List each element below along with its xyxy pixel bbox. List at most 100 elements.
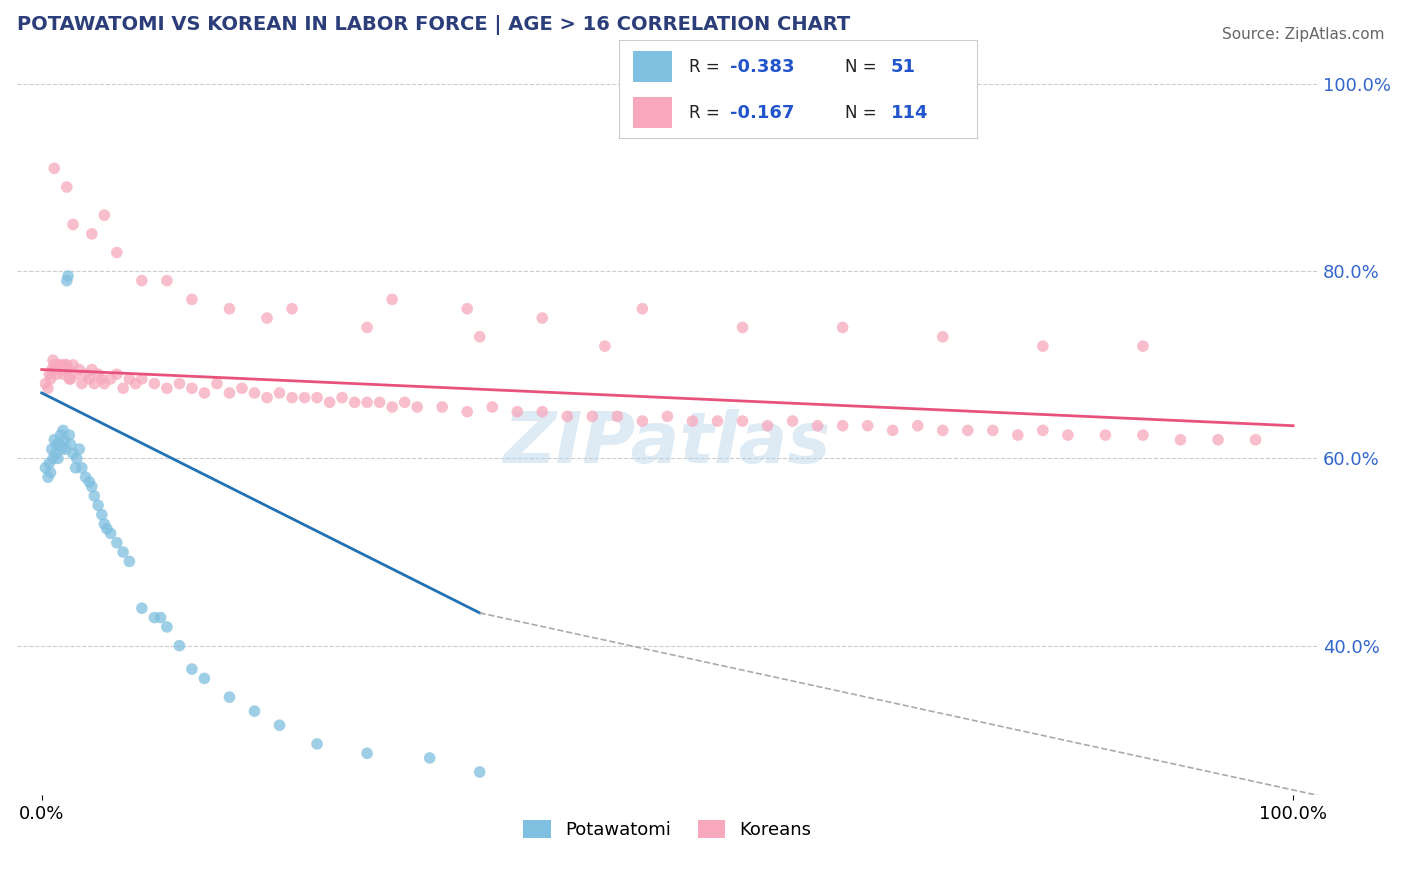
Point — [381, 293, 404, 307]
Bar — [633, 51, 672, 82]
Point — [468, 330, 491, 344]
Point — [80, 479, 103, 493]
Point — [79, 372, 101, 386]
Text: 114: 114 — [891, 103, 928, 121]
Point — [1206, 433, 1229, 447]
Point — [1170, 433, 1192, 447]
Point — [156, 381, 179, 395]
Point — [80, 227, 103, 241]
Point — [131, 274, 153, 288]
Point — [105, 535, 128, 549]
Point — [169, 639, 191, 653]
Point — [193, 672, 215, 686]
Point — [169, 376, 191, 391]
Point — [1057, 428, 1080, 442]
Point — [51, 442, 73, 456]
Point — [56, 180, 79, 194]
Point — [42, 353, 65, 368]
Point — [131, 372, 153, 386]
Point — [49, 428, 72, 442]
Point — [343, 395, 366, 409]
Point — [756, 418, 779, 433]
Point — [981, 424, 1004, 438]
Point — [1032, 424, 1054, 438]
Point — [1132, 339, 1154, 353]
Point — [45, 368, 67, 382]
Point — [53, 362, 76, 376]
Point — [243, 704, 266, 718]
Bar — [633, 97, 672, 128]
Legend: Potawatomi, Koreans: Potawatomi, Koreans — [516, 813, 818, 847]
Point — [631, 414, 654, 428]
Point — [731, 320, 754, 334]
Point — [706, 414, 728, 428]
Point — [682, 414, 704, 428]
Point — [356, 320, 378, 334]
Point — [79, 475, 101, 489]
Point — [87, 498, 110, 512]
Point — [506, 405, 529, 419]
Text: R =: R = — [689, 58, 724, 76]
Point — [46, 451, 69, 466]
Point — [606, 409, 628, 424]
Text: ZIPatlas: ZIPatlas — [503, 409, 831, 478]
Point — [53, 433, 76, 447]
Point — [218, 386, 240, 401]
Point — [593, 339, 616, 353]
Point — [56, 274, 79, 288]
Point — [58, 428, 80, 442]
Point — [96, 522, 118, 536]
Point — [55, 358, 77, 372]
Point — [281, 301, 304, 316]
Point — [70, 460, 93, 475]
Point — [1007, 428, 1029, 442]
Point — [356, 395, 378, 409]
Point — [956, 424, 979, 438]
Point — [281, 391, 304, 405]
Point — [181, 662, 204, 676]
Point — [256, 391, 278, 405]
Text: R =: R = — [689, 103, 724, 121]
Point — [193, 386, 215, 401]
Point — [394, 395, 416, 409]
Point — [531, 311, 554, 326]
Point — [38, 456, 60, 470]
Point — [118, 372, 141, 386]
Point — [1244, 433, 1267, 447]
Point — [93, 208, 115, 222]
Point — [55, 442, 77, 456]
Point — [41, 442, 63, 456]
Point — [330, 391, 353, 405]
Point — [70, 376, 93, 391]
Point — [149, 610, 172, 624]
Point — [1132, 428, 1154, 442]
Text: N =: N = — [845, 58, 882, 76]
Point — [631, 301, 654, 316]
Point — [39, 466, 62, 480]
Point — [156, 620, 179, 634]
Point — [56, 362, 79, 376]
Point — [83, 376, 105, 391]
Text: POTAWATOMI VS KOREAN IN LABOR FORCE | AGE > 16 CORRELATION CHART: POTAWATOMI VS KOREAN IN LABOR FORCE | AG… — [17, 15, 851, 35]
Point — [218, 301, 240, 316]
Point — [52, 424, 75, 438]
Point — [1032, 339, 1054, 353]
Point — [269, 386, 291, 401]
Point — [932, 330, 955, 344]
Point — [34, 376, 56, 391]
Point — [100, 526, 122, 541]
Text: 51: 51 — [891, 58, 917, 76]
Point — [37, 381, 59, 395]
Point — [124, 376, 146, 391]
Point — [90, 372, 112, 386]
Point — [66, 451, 89, 466]
Point — [156, 274, 179, 288]
Point — [52, 368, 75, 382]
Point — [87, 368, 110, 382]
Point — [56, 358, 79, 372]
Point — [481, 400, 503, 414]
Point — [48, 358, 70, 372]
Point — [882, 424, 904, 438]
Point — [181, 381, 204, 395]
Point — [294, 391, 316, 405]
